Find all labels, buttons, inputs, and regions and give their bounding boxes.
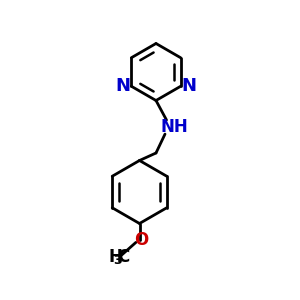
Text: O: O: [134, 231, 148, 249]
Text: N: N: [116, 77, 130, 95]
Text: C: C: [117, 248, 129, 266]
Text: 3: 3: [113, 254, 122, 267]
Text: N: N: [182, 77, 196, 95]
Text: H: H: [108, 248, 122, 266]
Text: NH: NH: [161, 118, 188, 136]
